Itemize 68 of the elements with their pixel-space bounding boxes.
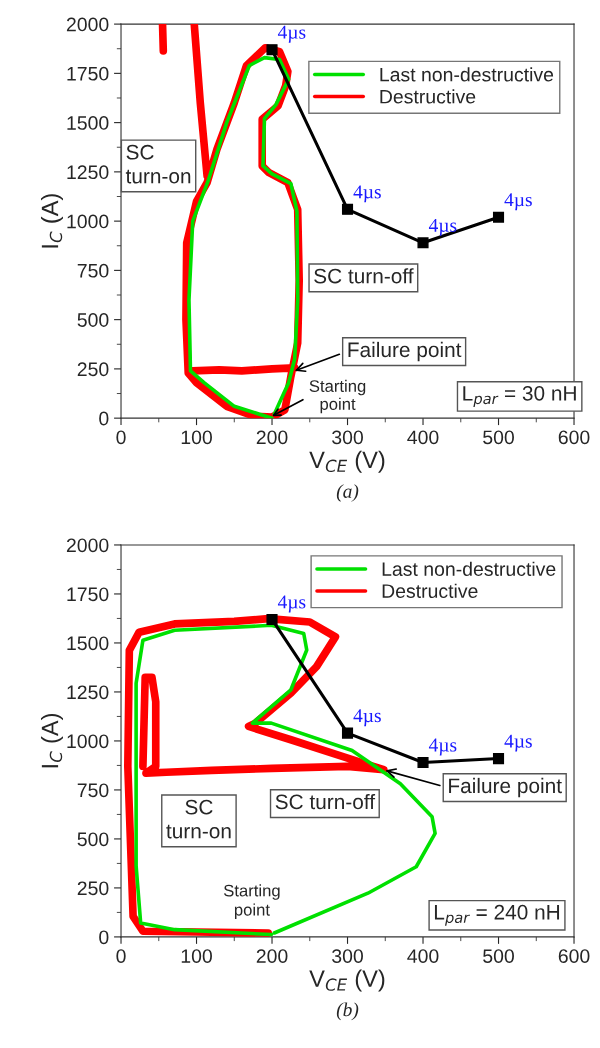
x-tick-label: 200: [256, 430, 288, 445]
y-tick-label: 2000: [66, 17, 109, 32]
y-tick-label: 1000: [67, 214, 109, 229]
legend-label: Last non-destructive: [380, 67, 554, 82]
point: [417, 756, 429, 769]
y-tick-label: 750: [77, 783, 109, 798]
x-tick-label: 200: [256, 949, 288, 963]
annotation: Starting point: [309, 379, 366, 414]
legend-label: Destructive: [382, 583, 478, 598]
y-tick-label: 1500: [67, 636, 109, 651]
annotation: 4µs: [428, 218, 457, 236]
y-tick-label: 500: [77, 313, 109, 327]
x-axis-title: V$_{CE}$ (V): [309, 969, 385, 992]
annotation: 4µs: [504, 734, 532, 752]
y-tick-label: 1750: [67, 587, 109, 602]
text: (a): [336, 484, 359, 502]
annotation: L$_{par}$ = 30 nH: [463, 385, 576, 407]
x-tick-label: 300: [332, 430, 363, 445]
point: [341, 727, 354, 739]
y-tick-label: 0: [99, 411, 109, 426]
x-tick-label: 400: [407, 949, 439, 963]
annotation: 4µs: [504, 193, 532, 211]
y-tick-label: 250: [77, 362, 109, 377]
point: [341, 203, 354, 215]
y-tick-label: 0: [99, 930, 109, 945]
x-tick-label: 400: [407, 430, 439, 445]
annotation: 4µs: [277, 595, 306, 613]
x-tick-label: 300: [332, 949, 363, 963]
x-tick-label: 100: [181, 430, 212, 445]
annotation: SC turn-on: [125, 144, 191, 184]
annotation: 4µs: [353, 709, 381, 727]
x-tick-label: 500: [483, 430, 514, 445]
point: [266, 613, 278, 625]
y-tick-label: 2000: [66, 538, 109, 553]
text: (b): [336, 1002, 359, 1021]
x-tick-label: 600: [558, 949, 590, 963]
y-tick-label: 750: [77, 263, 109, 278]
point: [417, 237, 429, 249]
annotation: SC turn-off: [314, 268, 414, 284]
y-tick-label: 1000: [67, 734, 109, 749]
point: [492, 753, 505, 765]
annotation: 4µs: [428, 738, 457, 756]
y-axis-title: I$_{C}$ (A): [40, 194, 63, 248]
annotation: L$_{par}$ = 240 nH: [434, 904, 560, 926]
point: [266, 44, 278, 56]
y-tick-label: 1250: [67, 165, 109, 180]
x-tick-label: 0: [116, 949, 126, 963]
annotation: Failure point: [348, 341, 462, 362]
y-tick-label: 1250: [67, 685, 109, 700]
y-tick-label: 1750: [67, 66, 109, 81]
x-tick-label: 0: [116, 430, 126, 445]
annotation: Failure point: [449, 777, 562, 798]
x-tick-label: 500: [483, 949, 514, 963]
point: [492, 211, 505, 223]
y-tick-label: 500: [77, 832, 109, 847]
legend-label: Destructive: [380, 89, 476, 104]
y-axis-title: I$_{C}$ (A): [40, 713, 63, 768]
annotation: SC turn-off: [275, 793, 376, 810]
annotation: Starting point: [223, 884, 280, 919]
x-tick-label: 100: [181, 949, 212, 963]
legend-label: Last non-destructive: [382, 561, 556, 576]
annotation: 4µs: [277, 25, 306, 43]
annotation: SC turn-on: [166, 799, 231, 839]
annotation: 4µs: [353, 185, 381, 203]
x-tick-label: 600: [558, 430, 590, 445]
y-tick-label: 250: [77, 881, 109, 896]
x-axis-title: V$_{CE}$ (V): [309, 450, 385, 473]
y-tick-label: 1500: [67, 116, 109, 130]
